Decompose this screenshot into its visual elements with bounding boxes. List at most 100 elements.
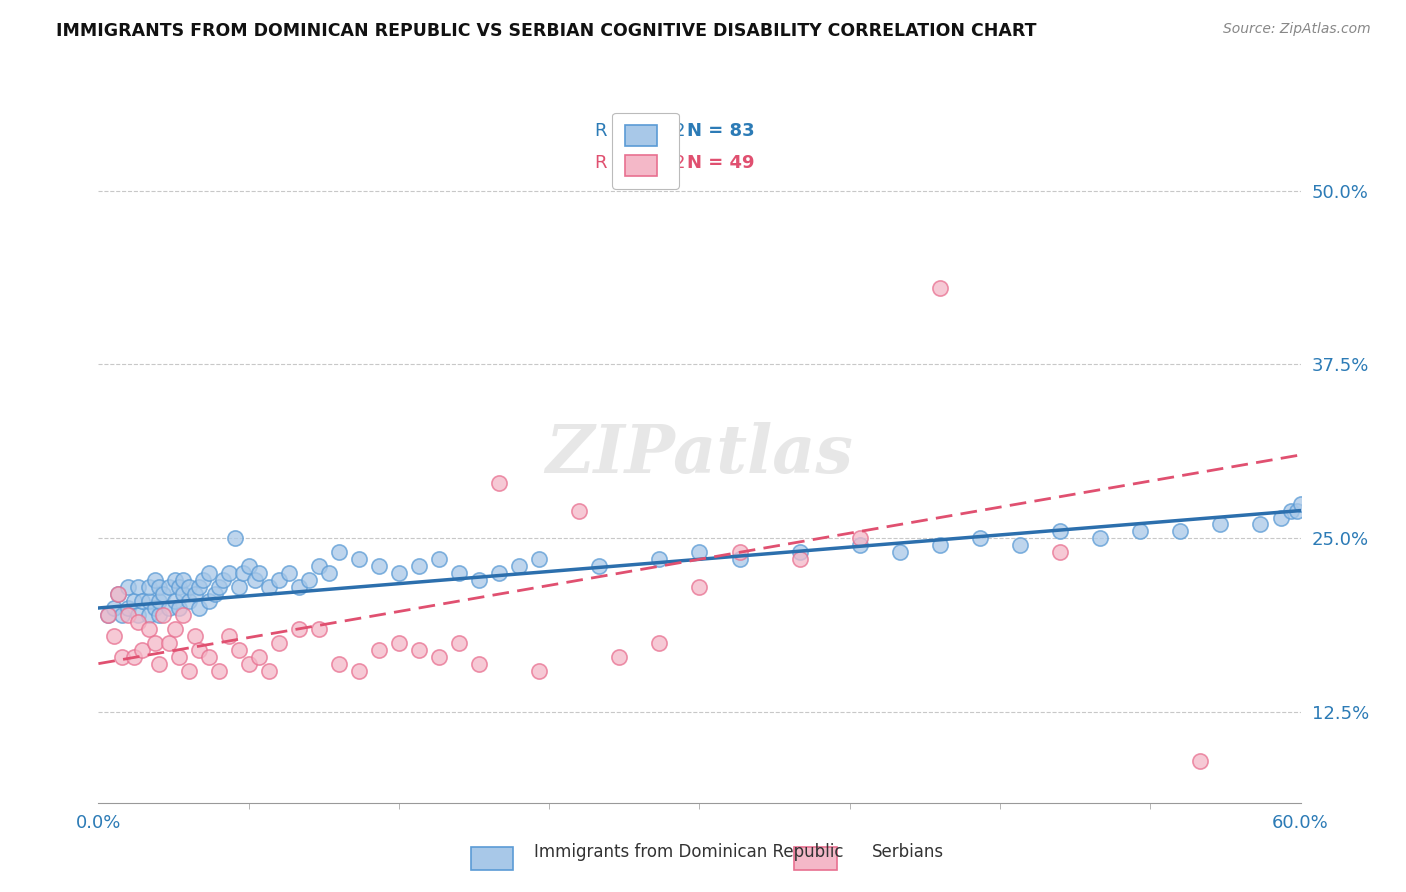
Point (1129, 524, 1152, 539)
Point (128, 607, 150, 622)
Point (789, 552, 811, 566)
Point (148, 580, 170, 594)
Point (163, 594, 186, 608)
Point (508, 559, 530, 574)
FancyBboxPatch shape (794, 847, 837, 870)
Point (1279, 503, 1302, 517)
Point (183, 629, 205, 643)
Point (447, 566, 470, 581)
Point (347, 552, 370, 566)
Text: Immigrants from Dominican Republic: Immigrants from Dominican Republic (534, 843, 844, 861)
Point (128, 615, 150, 629)
Point (138, 607, 160, 622)
Point (111, 607, 134, 622)
Point (232, 566, 254, 581)
Point (529, 552, 551, 566)
Point (408, 559, 430, 574)
Point (204, 587, 226, 601)
Point (689, 580, 711, 594)
Point (568, 503, 591, 517)
Text: Serbians: Serbians (872, 843, 943, 861)
Point (143, 601, 166, 615)
Point (1049, 545, 1071, 559)
Point (267, 573, 290, 587)
Point (152, 607, 174, 622)
Point (257, 580, 280, 594)
Point (103, 629, 125, 643)
Point (427, 552, 450, 566)
Point (468, 657, 491, 671)
Point (172, 607, 194, 622)
Point (228, 580, 250, 594)
Point (588, 559, 610, 574)
Point (124, 594, 146, 608)
Point (308, 559, 330, 574)
Point (609, 649, 631, 664)
Point (163, 622, 186, 636)
Point (1250, 517, 1272, 532)
Point (208, 664, 231, 678)
Point (529, 664, 551, 678)
Point (1049, 524, 1071, 539)
Point (218, 566, 240, 581)
FancyBboxPatch shape (471, 847, 513, 870)
Point (267, 636, 290, 650)
Point (167, 649, 190, 664)
Point (107, 587, 129, 601)
Point (318, 566, 340, 581)
Point (172, 573, 194, 587)
Point (138, 594, 160, 608)
Text: R = 0.372: R = 0.372 (595, 153, 685, 171)
Point (468, 573, 491, 587)
Point (197, 566, 219, 581)
Point (1285, 503, 1308, 517)
Point (143, 573, 166, 587)
Point (152, 587, 174, 601)
Point (1189, 754, 1212, 768)
Point (187, 642, 209, 657)
Point (177, 580, 200, 594)
Point (247, 649, 270, 664)
Point (648, 552, 671, 566)
Point (789, 545, 811, 559)
Point (929, 538, 952, 552)
Point (117, 580, 139, 594)
Point (849, 532, 872, 546)
Point (488, 566, 510, 581)
Point (143, 636, 166, 650)
Point (148, 607, 170, 622)
Point (208, 580, 231, 594)
Point (243, 573, 266, 587)
Point (929, 281, 952, 295)
Point (107, 587, 129, 601)
Point (277, 566, 299, 581)
Point (197, 649, 219, 664)
Point (689, 545, 711, 559)
Point (328, 657, 350, 671)
Point (138, 580, 160, 594)
Point (1289, 497, 1312, 511)
Point (238, 559, 260, 574)
Text: ZIPatlas: ZIPatlas (546, 423, 853, 487)
Point (172, 587, 194, 601)
Point (427, 649, 450, 664)
Point (187, 601, 209, 615)
Point (157, 601, 180, 615)
Point (157, 636, 180, 650)
Point (488, 475, 510, 490)
Point (447, 636, 470, 650)
Point (131, 642, 153, 657)
Point (103, 601, 125, 615)
Point (131, 594, 153, 608)
Legend: , : , (612, 112, 679, 188)
Point (288, 580, 311, 594)
Text: Source: ZipAtlas.com: Source: ZipAtlas.com (1223, 22, 1371, 37)
Point (183, 587, 205, 601)
Point (138, 622, 160, 636)
Point (177, 594, 200, 608)
Point (167, 601, 190, 615)
Point (211, 573, 233, 587)
Point (308, 622, 330, 636)
Point (117, 607, 139, 622)
Point (648, 636, 671, 650)
